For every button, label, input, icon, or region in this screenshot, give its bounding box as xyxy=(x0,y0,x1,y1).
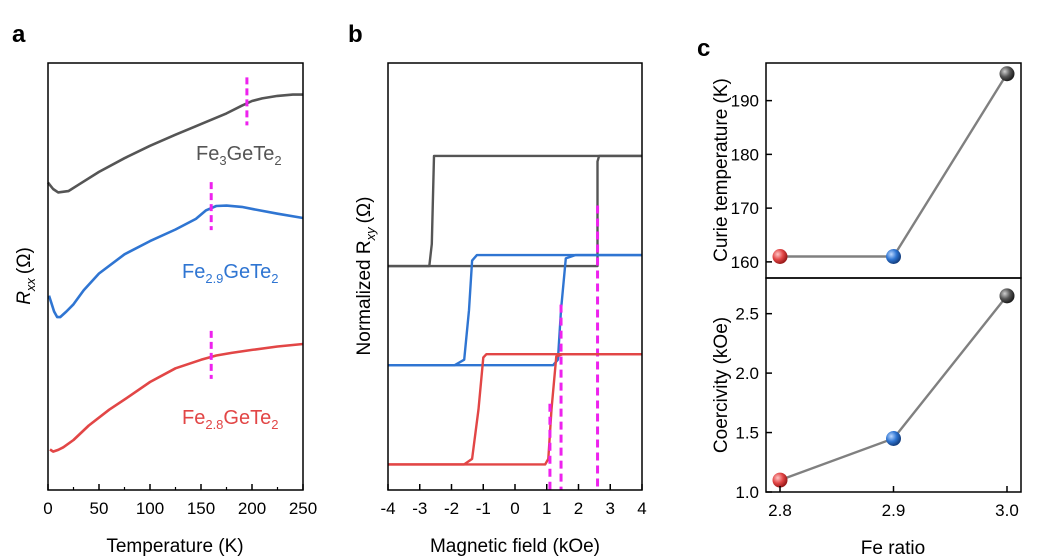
coercivity-point-0 xyxy=(772,472,788,488)
a-xtick-label-0: 0 xyxy=(43,499,52,518)
panel-b: b -4 -3 -2 -1 0 1 2 3 4 Magnetic field (kOe) Nor… xyxy=(348,21,647,557)
rxy-loop-down-2 xyxy=(388,353,642,466)
panel-b-ylabel-sub: xy xyxy=(363,226,378,242)
panel-a-x-ticks: 0 50 100 150 200 250 xyxy=(43,484,317,518)
panel-c-xlabel: Fe ratio xyxy=(861,538,925,559)
c-top-ytick-label-0: 160 xyxy=(731,253,759,272)
c-top-ytick-label-1: 170 xyxy=(731,199,759,218)
panel-a-ylabel-sub: xx xyxy=(23,278,38,293)
rxy-loop-down-0 xyxy=(388,154,642,268)
panel-c-bottom-frame xyxy=(765,277,1022,493)
panel-b-ylabel-main: Normalized R xyxy=(354,240,375,355)
c-bottom-ytick-label-2: 2.0 xyxy=(735,364,759,383)
panel-a-plot-area xyxy=(46,77,304,453)
c-xtick-label-1: 2.9 xyxy=(882,501,906,520)
panel-a-ylabel-unit: (Ω) xyxy=(14,247,35,274)
b-xtick-label-5: 1 xyxy=(542,499,551,518)
curie-point-2 xyxy=(999,66,1015,82)
c-bottom-ytick-label-1: 1.5 xyxy=(735,424,759,443)
c-top-ytick-label-2: 180 xyxy=(731,145,759,164)
rxx-curve-1 xyxy=(47,204,304,319)
b-xtick-label-2: -2 xyxy=(444,499,459,518)
panel-b-ylabel: Normalized Rxy (Ω) xyxy=(354,197,378,356)
panel-c-bottom-ylabel: Coercivity (kOe) xyxy=(711,317,732,453)
panel-c-top-frame xyxy=(765,62,1022,279)
c-bottom-ytick-label-0: 1.0 xyxy=(735,483,759,502)
panel-c: c 160 170 180 190 1.0 1.5 2.0 2.5 2.8 2.9 3.0 Curi… xyxy=(697,35,1022,559)
panel-c-plot-area xyxy=(772,66,1015,488)
c-top-ytick-label-3: 190 xyxy=(731,92,759,111)
panel-c-top-ylabel: Curie temperature (K) xyxy=(711,78,732,262)
label-fe28gete2: Fe2.8GeTe2 xyxy=(182,407,278,432)
rxy-loop-up-2 xyxy=(388,353,642,466)
coercivity-connector xyxy=(779,295,1008,482)
b-xtick-label-0: -4 xyxy=(380,499,395,518)
panel-b-ylabel-unit: (Ω) xyxy=(354,197,375,224)
rxx-curve-2 xyxy=(49,342,304,453)
a-xtick-label-1: 50 xyxy=(90,499,109,518)
panel-c-ticks: 160 170 180 190 1.0 1.5 2.0 2.5 2.8 2.9 3.0 xyxy=(731,92,1019,520)
panel-b-plot-area xyxy=(388,154,642,490)
panel-a-xlabel: Temperature (K) xyxy=(106,536,243,557)
curie-point-1 xyxy=(886,249,901,264)
b-xtick-label-7: 3 xyxy=(606,499,615,518)
panel-c-label: c xyxy=(697,35,710,62)
a-xtick-label-2: 100 xyxy=(136,499,164,518)
coercivity-point-2 xyxy=(999,288,1015,304)
rxy-loop-up-0 xyxy=(388,154,642,268)
panel-b-frame xyxy=(387,62,643,491)
panel-a-label: a xyxy=(12,21,26,48)
panel-b-xlabel: Magnetic field (kOe) xyxy=(430,536,600,557)
b-xtick-label-3: -1 xyxy=(476,499,491,518)
b-xtick-label-1: -3 xyxy=(412,499,427,518)
label-fe29gete2: Fe2.9GeTe2 xyxy=(182,261,278,286)
b-xtick-label-8: 4 xyxy=(637,499,646,518)
c-bottom-ytick-label-3: 2.5 xyxy=(735,305,759,324)
c-xtick-label-0: 2.8 xyxy=(768,501,792,520)
rxy-loop-up-1 xyxy=(388,253,642,367)
panel-a-ylabel-main: R xyxy=(14,291,35,305)
panel-a-ylabel: Rxx (Ω) xyxy=(14,247,38,305)
curie-connector xyxy=(780,73,1009,258)
b-xtick-label-4: 0 xyxy=(510,499,519,518)
rxy-loop-down-1 xyxy=(388,253,642,367)
c-xtick-label-2: 3.0 xyxy=(995,501,1019,520)
rxx-curve-0 xyxy=(46,93,303,194)
panel-b-x-ticks: -4 -3 -2 -1 0 1 2 3 4 xyxy=(380,484,647,518)
a-xtick-label-4: 200 xyxy=(238,499,266,518)
coercivity-point-1 xyxy=(886,431,901,446)
panel-a: a 0 50 100 150 200 250 Temperature (K) Rxx (Ω)… xyxy=(12,21,317,557)
curie-point-0 xyxy=(772,249,788,264)
a-xtick-label-3: 150 xyxy=(187,499,215,518)
label-fe3gete2: Fe3GeTe2 xyxy=(196,143,282,168)
panel-b-label: b xyxy=(348,21,363,48)
b-xtick-label-6: 2 xyxy=(574,499,583,518)
a-xtick-label-5: 250 xyxy=(289,499,317,518)
